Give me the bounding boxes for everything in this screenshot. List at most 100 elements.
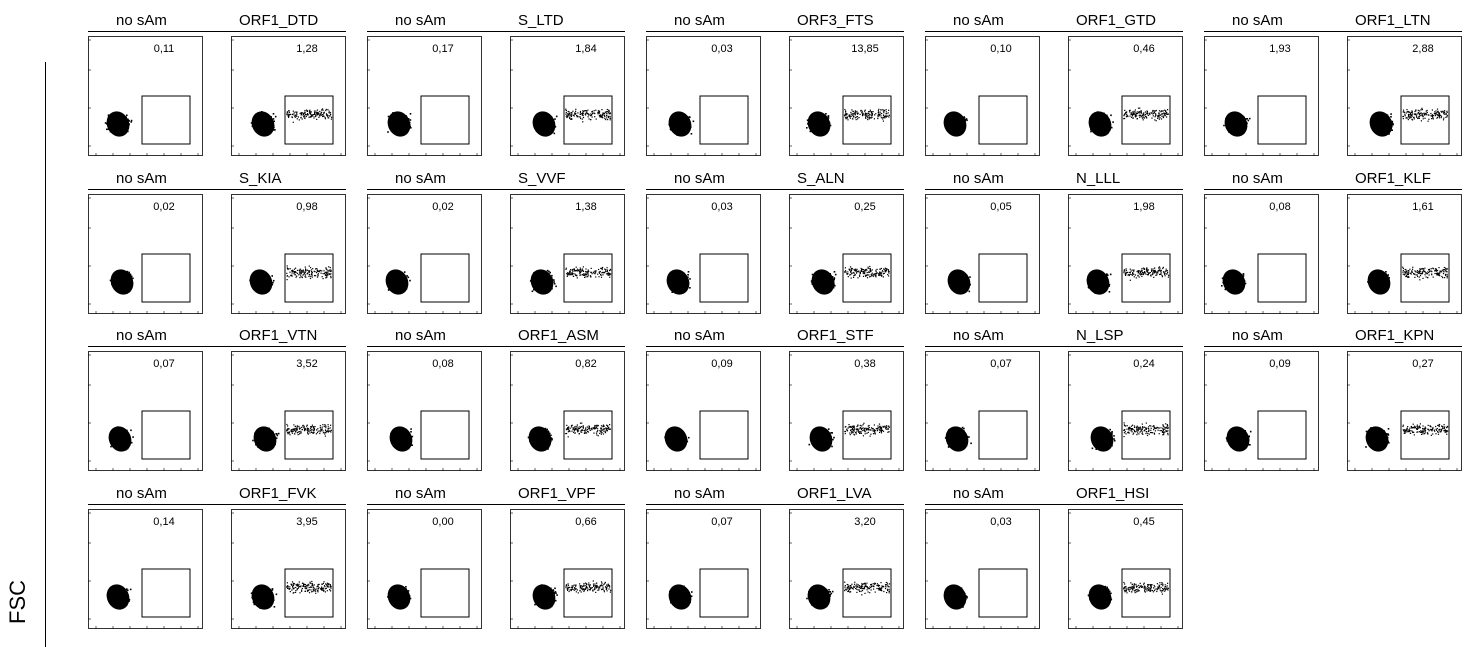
event-dot bbox=[1402, 111, 1404, 113]
event-dot bbox=[387, 115, 390, 118]
event-dots bbox=[943, 111, 968, 137]
dense-population bbox=[387, 111, 411, 137]
event-dot bbox=[604, 117, 606, 120]
event-dot bbox=[1421, 109, 1423, 111]
event-dot bbox=[884, 109, 886, 111]
event-dot bbox=[609, 115, 611, 117]
event-dot bbox=[878, 108, 880, 110]
event-dot bbox=[877, 115, 879, 117]
event-dot bbox=[1153, 110, 1155, 112]
event-dot bbox=[1446, 111, 1448, 113]
event-dot bbox=[966, 119, 968, 122]
event-dot bbox=[850, 113, 852, 115]
event-dot bbox=[609, 112, 611, 114]
event-dot bbox=[304, 112, 306, 114]
event-dot bbox=[862, 113, 864, 115]
event-dot bbox=[1434, 115, 1437, 117]
event-dot bbox=[314, 116, 316, 118]
event-dot bbox=[569, 117, 571, 119]
event-dot bbox=[309, 116, 311, 118]
event-dot bbox=[1124, 114, 1126, 116]
event-dot bbox=[1432, 118, 1434, 120]
event-dot bbox=[1139, 116, 1141, 118]
event-dot bbox=[286, 112, 288, 114]
event-dot bbox=[1425, 112, 1427, 114]
event-dot bbox=[322, 115, 324, 118]
event-dot bbox=[1137, 107, 1140, 109]
event-dots bbox=[668, 111, 695, 137]
event-dot bbox=[1165, 113, 1167, 115]
event-dot bbox=[1405, 117, 1407, 119]
event-dot bbox=[296, 112, 298, 114]
event-dot bbox=[581, 112, 583, 114]
control-scatter-panel: 0,03 bbox=[646, 36, 761, 156]
event-dot bbox=[1428, 118, 1430, 120]
event-dot bbox=[1402, 115, 1404, 118]
event-dot bbox=[286, 114, 288, 116]
event-dot bbox=[289, 113, 291, 115]
control-scatter-panel: 0,11 bbox=[88, 36, 203, 156]
event-dot bbox=[1162, 117, 1164, 119]
event-dot bbox=[307, 113, 309, 115]
event-dot bbox=[323, 115, 325, 117]
event-dot bbox=[592, 112, 594, 114]
event-dot bbox=[1160, 110, 1162, 112]
event-dot bbox=[1437, 116, 1439, 118]
event-dot bbox=[310, 116, 312, 118]
event-dot bbox=[301, 112, 303, 114]
event-dot bbox=[127, 119, 130, 122]
event-dot bbox=[806, 119, 809, 121]
event-dot bbox=[1131, 114, 1133, 116]
event-dot bbox=[963, 116, 965, 118]
event-dot bbox=[879, 111, 881, 113]
event-dot bbox=[1409, 111, 1411, 113]
event-dot bbox=[1151, 111, 1154, 113]
event-dot bbox=[1436, 108, 1439, 110]
event-dot bbox=[1135, 115, 1137, 117]
event-dot bbox=[128, 271, 130, 274]
event-dot bbox=[850, 111, 852, 113]
event-dot bbox=[882, 110, 884, 112]
event-dot bbox=[1164, 115, 1166, 117]
event-dot bbox=[304, 111, 306, 113]
event-dot bbox=[1444, 111, 1446, 113]
event-dot bbox=[1149, 114, 1151, 116]
scatter-plot: 1,93 bbox=[1204, 36, 1319, 156]
event-dot bbox=[855, 112, 857, 114]
event-dot bbox=[589, 115, 591, 117]
event-dot bbox=[1154, 116, 1156, 118]
event-dot bbox=[1439, 114, 1441, 116]
event-dot bbox=[1440, 115, 1443, 117]
event-dot bbox=[579, 113, 581, 115]
event-dot bbox=[883, 115, 885, 117]
event-dot bbox=[1404, 115, 1406, 117]
event-dot bbox=[569, 118, 572, 120]
event-dot bbox=[305, 115, 307, 118]
event-dot bbox=[1391, 120, 1394, 123]
event-dot bbox=[888, 109, 890, 111]
event-dot bbox=[607, 119, 609, 121]
event-dot bbox=[880, 117, 882, 119]
event-dot bbox=[864, 114, 866, 116]
event-dot bbox=[827, 115, 830, 118]
event-dot bbox=[321, 108, 324, 110]
event-dot bbox=[1112, 121, 1114, 123]
event-dot bbox=[1134, 109, 1136, 111]
event-dot bbox=[1421, 107, 1423, 109]
event-dot bbox=[1443, 117, 1445, 119]
event-dot bbox=[309, 110, 311, 112]
event-dot bbox=[604, 113, 606, 115]
event-dot bbox=[553, 132, 556, 135]
event-dot bbox=[1420, 115, 1422, 117]
event-dot bbox=[848, 114, 850, 116]
gate-rectangle bbox=[141, 95, 191, 145]
event-dot bbox=[1436, 117, 1438, 119]
event-dot bbox=[1147, 114, 1149, 116]
event-dot bbox=[314, 113, 316, 115]
event-dot bbox=[318, 116, 320, 118]
gate-percentage: 1,28 bbox=[296, 43, 317, 55]
event-dot bbox=[571, 112, 573, 114]
event-dot bbox=[857, 118, 859, 120]
event-dot bbox=[1139, 107, 1141, 109]
